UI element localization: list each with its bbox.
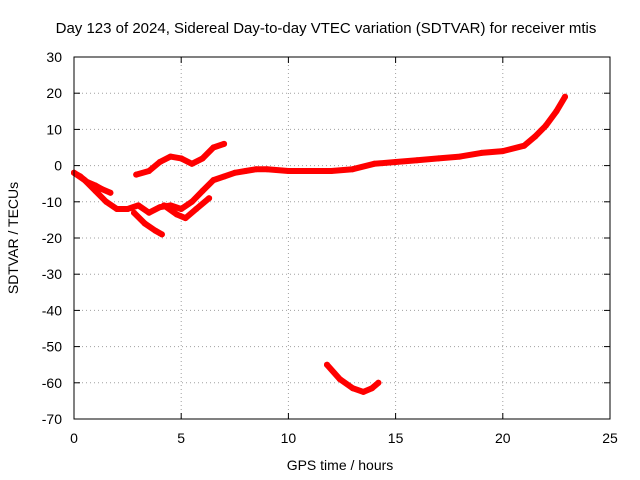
x-tick-label: 5 [177,430,185,446]
data-point [133,171,140,178]
data-point [199,155,206,162]
data-point [328,168,335,174]
data-point [542,122,549,129]
data-point [306,168,313,174]
data-point [107,189,114,196]
plot-frame [73,56,611,420]
data-point [158,231,165,238]
data-point [210,144,217,151]
data-point [414,157,420,164]
series-arc-2 [71,93,568,216]
data-point [478,149,485,156]
data-point [135,202,142,209]
chart-title: Day 123 of 2024, Sidereal Day-to-day VTE… [56,20,597,37]
data-point [146,209,152,216]
y-tick-label: 10 [46,121,62,137]
y-tick-label: 30 [46,49,62,65]
data-point [81,177,88,184]
data-point [532,133,538,140]
y-axis-label: SDTVAR / TECUs [5,182,21,294]
data-point [360,388,367,395]
y-tick-label: 0 [54,158,62,174]
data-point [324,361,330,368]
data-point [188,198,195,205]
data-point [553,108,560,115]
y-tick-label: 20 [46,85,62,101]
x-axis-label: GPS time / hours [287,457,394,473]
x-tick-label: 25 [602,430,618,446]
y-tick-label: -40 [42,302,62,318]
data-point [264,166,270,173]
y-tick-label: -70 [42,411,62,427]
data-point [206,195,213,202]
data-point [92,187,99,194]
data-point [242,168,249,174]
data-point [369,385,375,392]
data-point [221,173,228,180]
data-point [188,160,195,167]
data-point [141,220,148,227]
data-point [253,166,260,173]
data-point [521,142,528,149]
data-point [435,155,442,162]
data-point [392,159,399,165]
series-arc-4 [131,209,165,238]
x-tick-label: 20 [495,430,511,446]
data-point [124,206,131,212]
data-point [349,385,356,392]
data-point [103,198,110,205]
data-point [456,153,463,160]
x-tick-label: 10 [281,430,297,446]
y-tick-label: -10 [42,194,62,210]
data-point [193,206,200,212]
data-point [210,177,217,184]
y-tick-label: -50 [42,339,62,355]
data-point [161,202,167,209]
x-tick-label: 15 [388,430,404,446]
data-point [178,206,185,212]
data-point [156,159,163,165]
data-point [167,153,174,160]
data-point [371,160,378,167]
axis-ticks: 0 5 10 15 20 25 -70 -60 -50 -40 -30 -20 -10 0 10 20 30 [42,49,618,446]
y-tick-label: -60 [42,375,62,391]
data-point [231,169,238,176]
data-point [375,379,382,386]
data-point [113,206,120,212]
data-point [199,187,206,194]
data-point [98,186,105,193]
y-tick-label: -20 [42,230,62,246]
data-point [562,93,568,100]
data-point [131,209,137,216]
data-point [221,140,228,147]
data-point [336,376,343,383]
data-point [152,227,159,234]
data-point [349,166,356,173]
data-point [178,155,185,162]
data-point [182,215,189,222]
y-tick-label: -30 [42,266,62,282]
data-point [173,211,180,218]
data-point [285,168,292,174]
data-point [146,168,152,174]
grid [74,57,610,419]
series-layer [71,93,568,395]
data-point [499,148,506,155]
x-tick-label: 0 [70,430,78,446]
